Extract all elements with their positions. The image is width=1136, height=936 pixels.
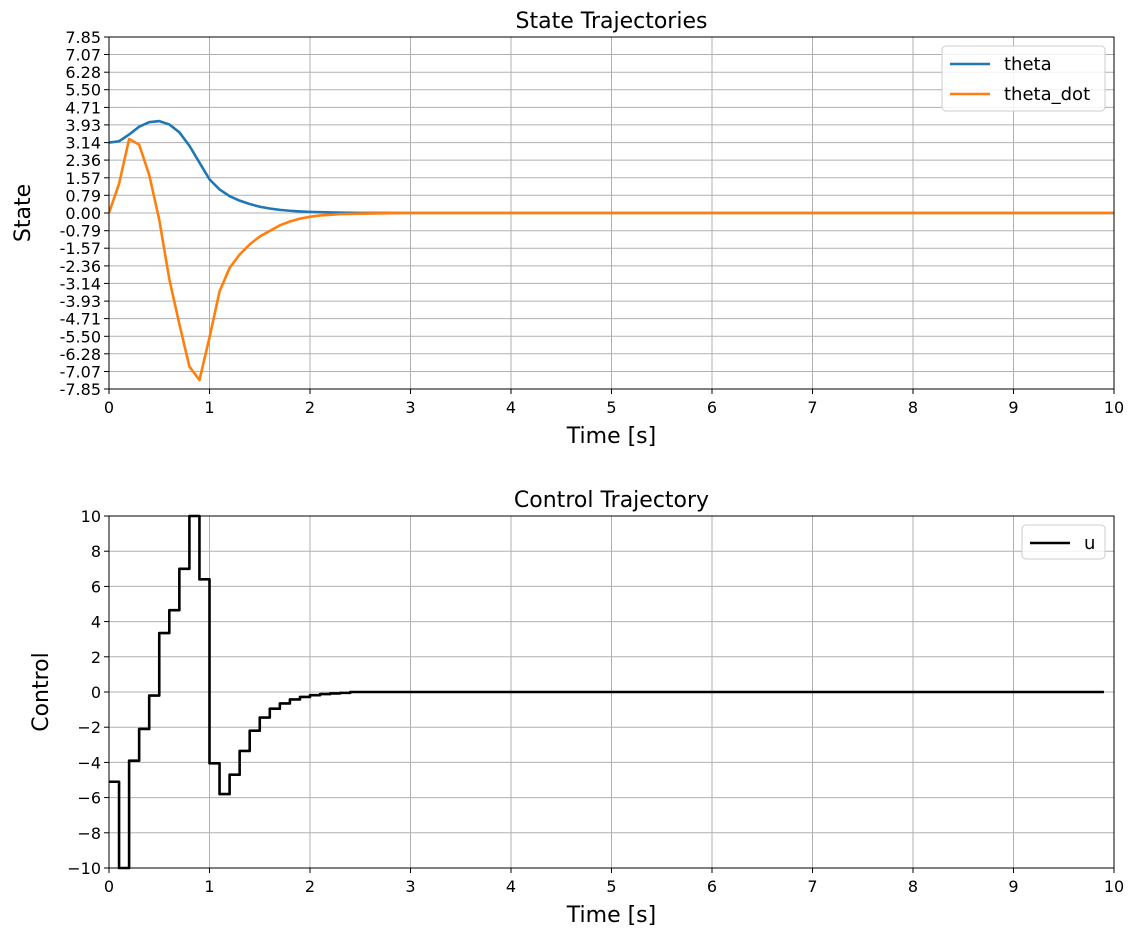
x-tick-label: 7 [807,398,817,417]
x-tick-label: 9 [1008,398,1018,417]
y-tick-label: 0.00 [65,204,101,223]
x-tick-label: 9 [1008,877,1018,896]
y-tick-label: -2.36 [60,257,101,276]
y-tick-label: -7.07 [60,363,101,382]
y-tick-label: −10 [67,859,101,878]
x-tick-label: 0 [104,877,114,896]
y-tick-label: 2.36 [65,151,101,170]
y-tick-label: -5.50 [60,327,101,346]
legend-label-theta: theta [1004,54,1052,75]
y-tick-label: 5.50 [65,81,101,100]
y-tick-label: −8 [77,824,101,843]
x-tick-label: 10 [1104,877,1124,896]
y-tick-label: -4.71 [60,310,101,329]
y-tick-label: -6.28 [60,345,101,364]
legend-label-theta-dot: theta_dot [1004,84,1090,105]
y-tick-label: −4 [77,753,101,772]
x-tick-label: 1 [204,877,214,896]
x-axis-label: Time [s] [566,424,656,449]
legend: u [1021,524,1106,560]
x-axis-label: Time [s] [566,903,656,928]
y-tick-label: −6 [77,789,101,808]
x-tick-label: 5 [606,398,616,417]
x-tick-label: 5 [606,877,616,896]
y-tick-label: 2 [91,648,101,667]
y-tick-label: 6 [91,577,101,596]
y-tick-label: 3.14 [65,134,101,153]
x-tick-label: 10 [1104,398,1124,417]
plot-frame [108,36,1115,390]
y-tick-label: 0 [91,683,101,702]
y-tick-label: 6.28 [65,63,101,82]
x-tick-label: 4 [506,398,516,417]
control-trajectory-axes: 0 1 2 3 4 5 6 7 8 9 10 −10 −8 −6 −4 −2 0 2 4 6 8 10 Control Tr… [29,488,1124,928]
plot-frame [108,515,1115,869]
y-tick-label: -3.93 [60,292,101,311]
x-tick-label: 8 [908,398,918,417]
y-tick-label: −2 [77,718,101,737]
legend-label-u: u [1084,533,1095,554]
y-tick-label: 4 [91,613,101,632]
y-tick-label: 0.79 [65,186,101,205]
y-tick-label: 1.57 [65,169,101,188]
y-tick-label: 7.07 [65,45,101,64]
y-tick-label: 3.93 [65,116,101,135]
y-tick-label: 10 [81,507,101,526]
x-tick-label: 2 [305,398,315,417]
x-tick-label: 7 [807,877,817,896]
legend: theta theta_dot [941,45,1106,112]
y-tick-label: -1.57 [60,239,101,258]
x-tick-label: 4 [506,877,516,896]
x-tick-label: 2 [305,877,315,896]
y-axis-label: State [11,184,36,242]
y-tick-label: -0.79 [60,222,101,241]
state-trajectories-axes: 0 1 2 3 4 5 6 7 8 9 10-7.85-7.07-6.28-5.50-4.71-3.… [11,9,1124,449]
y-tick-label: 8 [91,542,101,561]
y-tick-label: 7.85 [65,28,101,47]
chart-title: State Trajectories [516,9,708,34]
x-tick-label: 6 [707,877,717,896]
series-line-u [109,514,1104,870]
x-tick-label: 6 [707,398,717,417]
x-tick-label: 1 [204,398,214,417]
x-tick-label: 8 [908,877,918,896]
series-line-theta-dot [109,137,1114,382]
y-axis-label: Control [29,652,54,732]
x-tick-label: 0 [104,398,114,417]
x-tick-label: 3 [405,877,415,896]
y-tick-label: -7.85 [60,380,101,399]
chart-title: Control Trajectory [514,488,709,513]
y-tick-label: 4.71 [65,98,101,117]
x-tick-label: 3 [405,398,415,417]
y-tick-label: -3.14 [60,274,101,293]
